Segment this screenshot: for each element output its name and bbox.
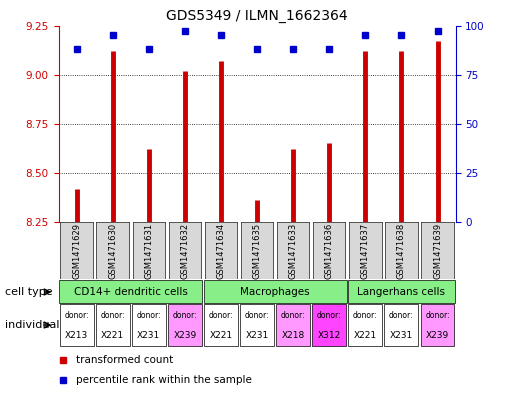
Bar xyxy=(276,304,310,347)
Bar xyxy=(168,304,202,347)
Bar xyxy=(132,222,165,279)
Text: CD14+ dendritic cells: CD14+ dendritic cells xyxy=(74,287,188,297)
Text: X213: X213 xyxy=(65,331,88,340)
Bar xyxy=(204,304,238,347)
Text: GSM1471637: GSM1471637 xyxy=(361,222,370,279)
Bar xyxy=(348,304,382,347)
Text: donor:: donor: xyxy=(245,311,269,320)
Text: donor:: donor: xyxy=(353,311,378,320)
Bar xyxy=(421,222,454,279)
Text: donor:: donor: xyxy=(209,311,233,320)
Bar xyxy=(168,222,201,279)
Text: GSM1471636: GSM1471636 xyxy=(325,222,334,279)
Text: X239: X239 xyxy=(173,331,196,340)
Bar xyxy=(60,304,94,347)
Bar xyxy=(349,222,382,279)
Text: percentile rank within the sample: percentile rank within the sample xyxy=(76,375,252,386)
Bar xyxy=(96,304,130,347)
Text: GSM1471632: GSM1471632 xyxy=(180,222,189,279)
Text: X221: X221 xyxy=(209,331,233,340)
Text: GSM1471639: GSM1471639 xyxy=(433,222,442,279)
Bar xyxy=(312,304,346,347)
Text: transformed count: transformed count xyxy=(76,355,174,365)
Bar xyxy=(385,222,418,279)
Bar xyxy=(241,222,273,279)
Text: GSM1471633: GSM1471633 xyxy=(289,222,298,279)
Title: GDS5349 / ILMN_1662364: GDS5349 / ILMN_1662364 xyxy=(166,9,348,23)
Text: GSM1471638: GSM1471638 xyxy=(397,222,406,279)
Bar xyxy=(384,304,418,347)
Text: X231: X231 xyxy=(137,331,160,340)
Bar xyxy=(420,304,455,347)
Bar xyxy=(204,280,347,303)
Bar xyxy=(240,304,274,347)
Text: donor:: donor: xyxy=(425,311,450,320)
Text: GSM1471634: GSM1471634 xyxy=(216,222,225,279)
Bar xyxy=(61,222,93,279)
Text: donor:: donor: xyxy=(389,311,414,320)
Text: GSM1471631: GSM1471631 xyxy=(144,222,153,279)
Text: Langerhans cells: Langerhans cells xyxy=(357,287,445,297)
Text: donor:: donor: xyxy=(136,311,161,320)
Bar xyxy=(132,304,166,347)
Text: X231: X231 xyxy=(245,331,269,340)
Text: X218: X218 xyxy=(281,331,305,340)
Bar xyxy=(277,222,309,279)
Text: GSM1471629: GSM1471629 xyxy=(72,222,81,279)
Bar xyxy=(59,280,202,303)
Text: donor:: donor: xyxy=(173,311,197,320)
Text: X312: X312 xyxy=(318,331,341,340)
Text: cell type: cell type xyxy=(5,287,53,297)
Text: donor:: donor: xyxy=(281,311,305,320)
Text: X221: X221 xyxy=(354,331,377,340)
Text: donor:: donor: xyxy=(100,311,125,320)
Bar xyxy=(313,222,346,279)
Text: donor:: donor: xyxy=(317,311,342,320)
Text: X231: X231 xyxy=(390,331,413,340)
Bar xyxy=(96,222,129,279)
Text: Macrophages: Macrophages xyxy=(240,287,310,297)
Text: X239: X239 xyxy=(426,331,449,340)
Bar xyxy=(205,222,237,279)
Text: individual: individual xyxy=(5,320,60,330)
Bar xyxy=(348,280,455,303)
Text: GSM1471635: GSM1471635 xyxy=(252,222,262,279)
Text: GSM1471630: GSM1471630 xyxy=(108,222,117,279)
Text: X221: X221 xyxy=(101,331,124,340)
Text: donor:: donor: xyxy=(64,311,89,320)
